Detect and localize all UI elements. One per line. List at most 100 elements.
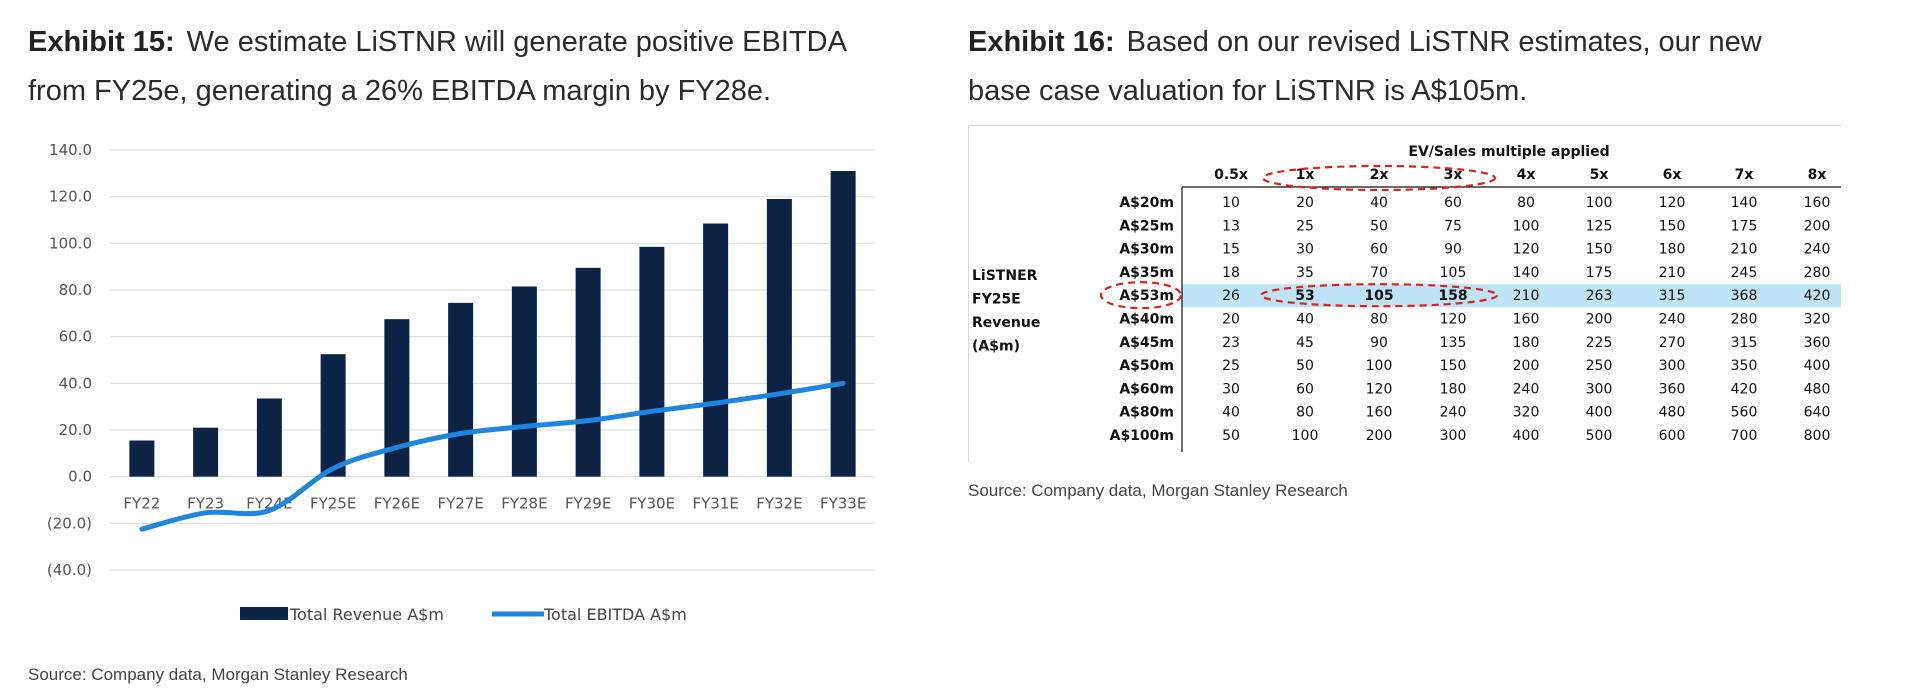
revenue-bar <box>766 199 792 477</box>
revenue-bar <box>384 319 410 477</box>
row-label: A$20m <box>1119 195 1174 211</box>
revenue-circle <box>1099 281 1183 310</box>
table-cell: 100 <box>1366 358 1393 374</box>
table-cell: 50 <box>1370 218 1388 234</box>
table-cell: 60 <box>1296 381 1314 397</box>
table-cell: 53 <box>1295 288 1314 304</box>
exhibit-16-source: Source: Company data, Morgan Stanley Res… <box>968 481 1348 500</box>
valuation-table: EV/Sales multiple applied 0.5x 1x 2x 3x 4x 5x 6… <box>972 144 1841 452</box>
row-label: A$30m <box>1119 242 1174 258</box>
table-cell: 240 <box>1659 312 1686 328</box>
revenue-bar <box>639 246 665 477</box>
table-cell: 240 <box>1804 242 1831 258</box>
table-cell: 10 <box>1222 195 1240 211</box>
table-cell: 125 <box>1586 218 1613 234</box>
table-cell: 160 <box>1804 195 1831 211</box>
y-tick-label: (20.0) <box>47 514 92 532</box>
x-tick-label: FY28E <box>501 495 547 513</box>
row-group-label: LiSTNER <box>972 268 1038 284</box>
table-cell: 40 <box>1370 195 1388 211</box>
table-cell: 80 <box>1370 312 1388 328</box>
row-label: A$35m <box>1119 265 1174 281</box>
row-label: A$45m <box>1119 335 1174 351</box>
table-cell: 20 <box>1296 195 1314 211</box>
legend-revenue-label: Total Revenue A$m <box>289 605 444 624</box>
table-cell: 30 <box>1296 242 1314 258</box>
exhibit-15-title-line2: from FY25e, generating a 26% EBITDA marg… <box>28 75 772 107</box>
table-cell: 18 <box>1222 265 1240 281</box>
table-cell: 140 <box>1731 195 1758 211</box>
table-cell: 105 <box>1364 288 1393 304</box>
table-cell: 100 <box>1292 428 1319 444</box>
table-cell: 80 <box>1517 195 1535 211</box>
table-cell: 120 <box>1366 381 1393 397</box>
table-cell: 90 <box>1444 242 1462 258</box>
table-cell: 320 <box>1513 405 1540 421</box>
column-header: 3x <box>1444 167 1463 183</box>
table-cell: 50 <box>1222 428 1240 444</box>
table-cell: 120 <box>1513 242 1540 258</box>
valuation-circle <box>1259 283 1499 308</box>
table-cell: 180 <box>1513 335 1540 351</box>
table-cell: 175 <box>1586 265 1613 281</box>
table-cell: 40 <box>1222 405 1240 421</box>
row-label: A$53m <box>1119 288 1174 304</box>
table-cell: 250 <box>1586 358 1613 374</box>
table-cell: 300 <box>1440 428 1467 444</box>
exhibit-15-title: Exhibit 15: We estimate LiSTNR will gener… <box>28 18 928 116</box>
column-header: 0.5x <box>1214 167 1248 183</box>
table-cell: 50 <box>1296 358 1314 374</box>
table-cell: 160 <box>1513 312 1540 328</box>
table-cell: 200 <box>1513 358 1540 374</box>
ebitda-line <box>139 380 846 532</box>
legend-ebitda-label: Total EBITDA A$m <box>543 605 687 624</box>
column-header: 6x <box>1663 167 1682 183</box>
table-cell: 420 <box>1804 288 1831 304</box>
table-cell: 210 <box>1659 265 1686 281</box>
exhibit-16-label: Exhibit 16: <box>968 26 1115 58</box>
table-cell: 480 <box>1659 405 1686 421</box>
table-cell: 315 <box>1731 335 1758 351</box>
legend-revenue-swatch <box>240 607 288 620</box>
table-cell: 350 <box>1731 358 1758 374</box>
x-tick-label: FY22 <box>123 495 160 513</box>
column-header: 7x <box>1735 167 1754 183</box>
y-tick-label: (40.0) <box>47 561 92 579</box>
table-cell: 40 <box>1296 312 1314 328</box>
x-tick-label: FY33E <box>820 495 866 513</box>
table-cell: 160 <box>1366 405 1393 421</box>
table-cell: 26 <box>1222 288 1240 304</box>
table-cell: 280 <box>1731 312 1758 328</box>
x-tick-label: FY24E <box>246 495 292 513</box>
table-cell: 90 <box>1370 335 1388 351</box>
column-header: 1x <box>1296 167 1315 183</box>
table-cell: 150 <box>1586 242 1613 258</box>
column-header: 4x <box>1517 167 1536 183</box>
table-cell: 105 <box>1440 265 1467 281</box>
multiple-circle <box>1261 164 1497 192</box>
table-cell: 480 <box>1804 381 1831 397</box>
table-cell: 210 <box>1513 288 1540 304</box>
x-tick-label: FY29E <box>565 495 611 513</box>
y-tick-label: 80.0 <box>59 281 92 299</box>
revenue-bar <box>320 354 346 477</box>
y-tick-label: 40.0 <box>59 374 92 392</box>
table-cell: 200 <box>1586 312 1613 328</box>
table-cell: 200 <box>1804 218 1831 234</box>
row-group-label: FY25E <box>972 292 1021 308</box>
table-cell: 150 <box>1659 218 1686 234</box>
exhibit-15-title-line1: We estimate LiSTNR will generate positiv… <box>186 26 847 58</box>
table-cell: 500 <box>1586 428 1613 444</box>
exhibit-16-title-line2: base case valuation for LiSTNR is A$105m… <box>968 75 1528 107</box>
table-cell: 300 <box>1586 381 1613 397</box>
revenue-bar <box>575 267 601 477</box>
y-tick-label: 120.0 <box>49 188 92 206</box>
table-cell: 400 <box>1513 428 1540 444</box>
table-cell: 60 <box>1370 242 1388 258</box>
table-cell: 100 <box>1586 195 1613 211</box>
row-label: A$80m <box>1119 405 1174 421</box>
revenue-bar <box>193 427 219 477</box>
table-cell: 30 <box>1222 381 1240 397</box>
table-cell: 640 <box>1804 405 1831 421</box>
row-label: A$100m <box>1110 428 1174 444</box>
